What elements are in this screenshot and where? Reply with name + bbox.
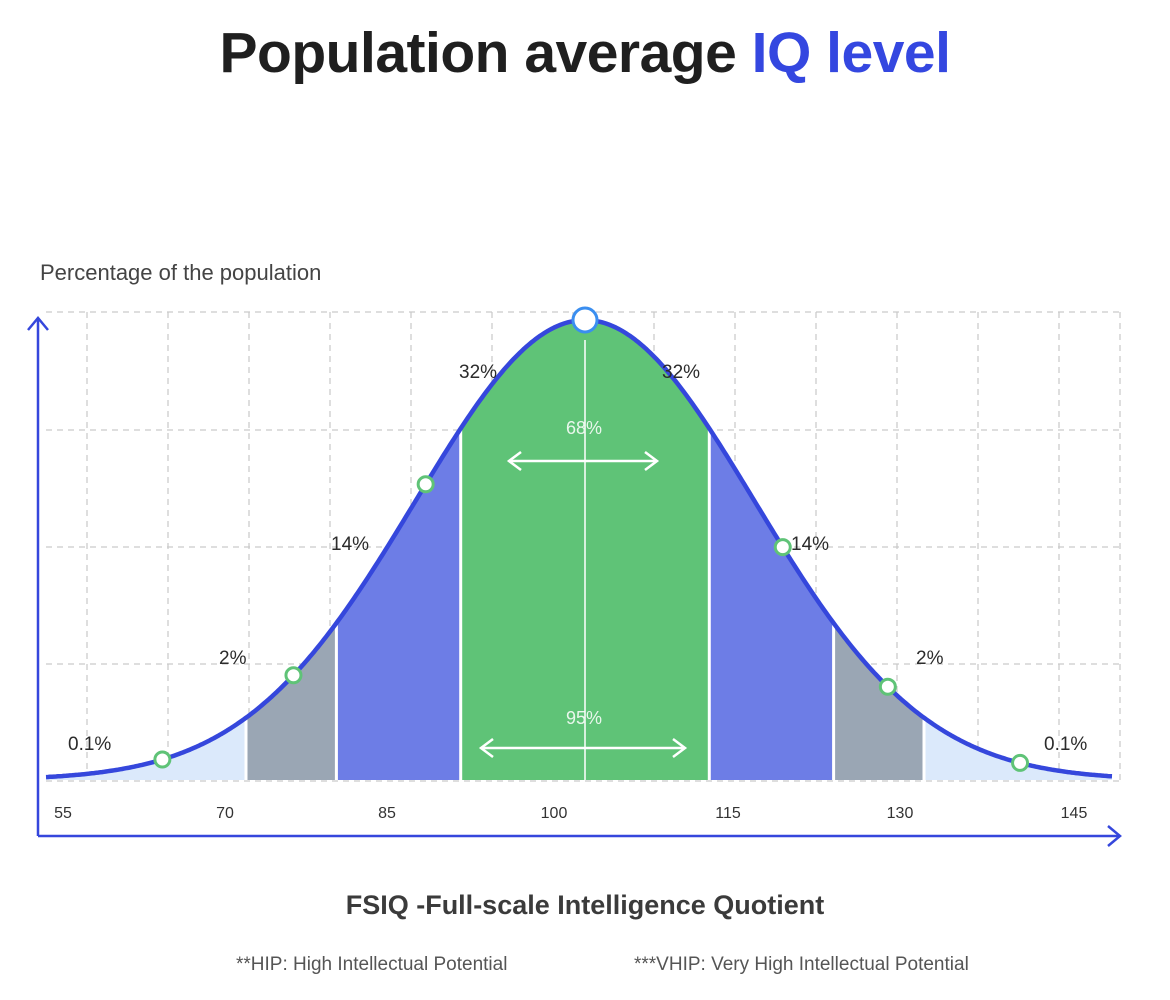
- range-68-label: 68%: [566, 418, 602, 438]
- band-label-6: 2%: [916, 648, 944, 669]
- x-tick-label: 55: [54, 805, 72, 822]
- curve-marker-5: [1011, 753, 1030, 772]
- footnote-hip: **HIP: High Intellectual Potential: [236, 954, 508, 975]
- x-tick-label: 70: [216, 805, 234, 822]
- curve-marker-3: [773, 538, 792, 557]
- x-axis-arrow: [1107, 825, 1122, 847]
- band-label-7: 0.1%: [1044, 734, 1087, 755]
- x-tick-label: 100: [541, 805, 568, 822]
- curve-marker-4: [878, 677, 897, 696]
- band-4: [585, 320, 710, 780]
- band-label-1: 2%: [219, 648, 247, 669]
- x-axis-label: FSIQ -Full-scale Intelligence Quotient: [345, 890, 825, 920]
- x-tick-label: 115: [715, 805, 741, 822]
- range-95-label: 95%: [566, 708, 602, 728]
- band-label-0: 0.1%: [68, 734, 111, 755]
- band-label-4: 32%: [662, 362, 700, 383]
- curve-marker-2: [416, 475, 435, 494]
- band-label-5: 14%: [791, 534, 829, 555]
- range-95-arrow-head-right: [672, 738, 688, 758]
- title-main: Population average: [219, 21, 737, 85]
- x-tick-label: 85: [378, 805, 396, 822]
- range-68-arrow-head-left: [506, 451, 522, 471]
- band-3: [460, 320, 585, 780]
- band-0: [46, 717, 246, 780]
- band-6: [833, 623, 924, 780]
- band-5: [709, 428, 834, 780]
- range-68-arrow-head-right: [644, 451, 660, 471]
- band-label-3: 32%: [459, 362, 497, 383]
- curve-marker-1: [284, 666, 303, 685]
- page-title: Population average IQ level: [0, 20, 1170, 86]
- range-95-arrow-head-left: [478, 738, 494, 758]
- x-tick-label: 145: [1061, 805, 1088, 822]
- y-axis-label: Percentage of the population: [40, 260, 322, 285]
- peak-marker: [571, 306, 599, 334]
- band-label-2: 14%: [331, 534, 369, 555]
- y-axis-arrow: [27, 316, 49, 331]
- band-2: [336, 428, 461, 780]
- band-7: [924, 717, 1112, 780]
- x-tick-label: 130: [887, 805, 914, 822]
- title-accent: IQ level: [751, 21, 951, 85]
- footnote-vhip: ***VHIP: Very High Intellectual Potentia…: [634, 954, 969, 975]
- curve-marker-0: [153, 750, 172, 769]
- band-1: [246, 623, 337, 780]
